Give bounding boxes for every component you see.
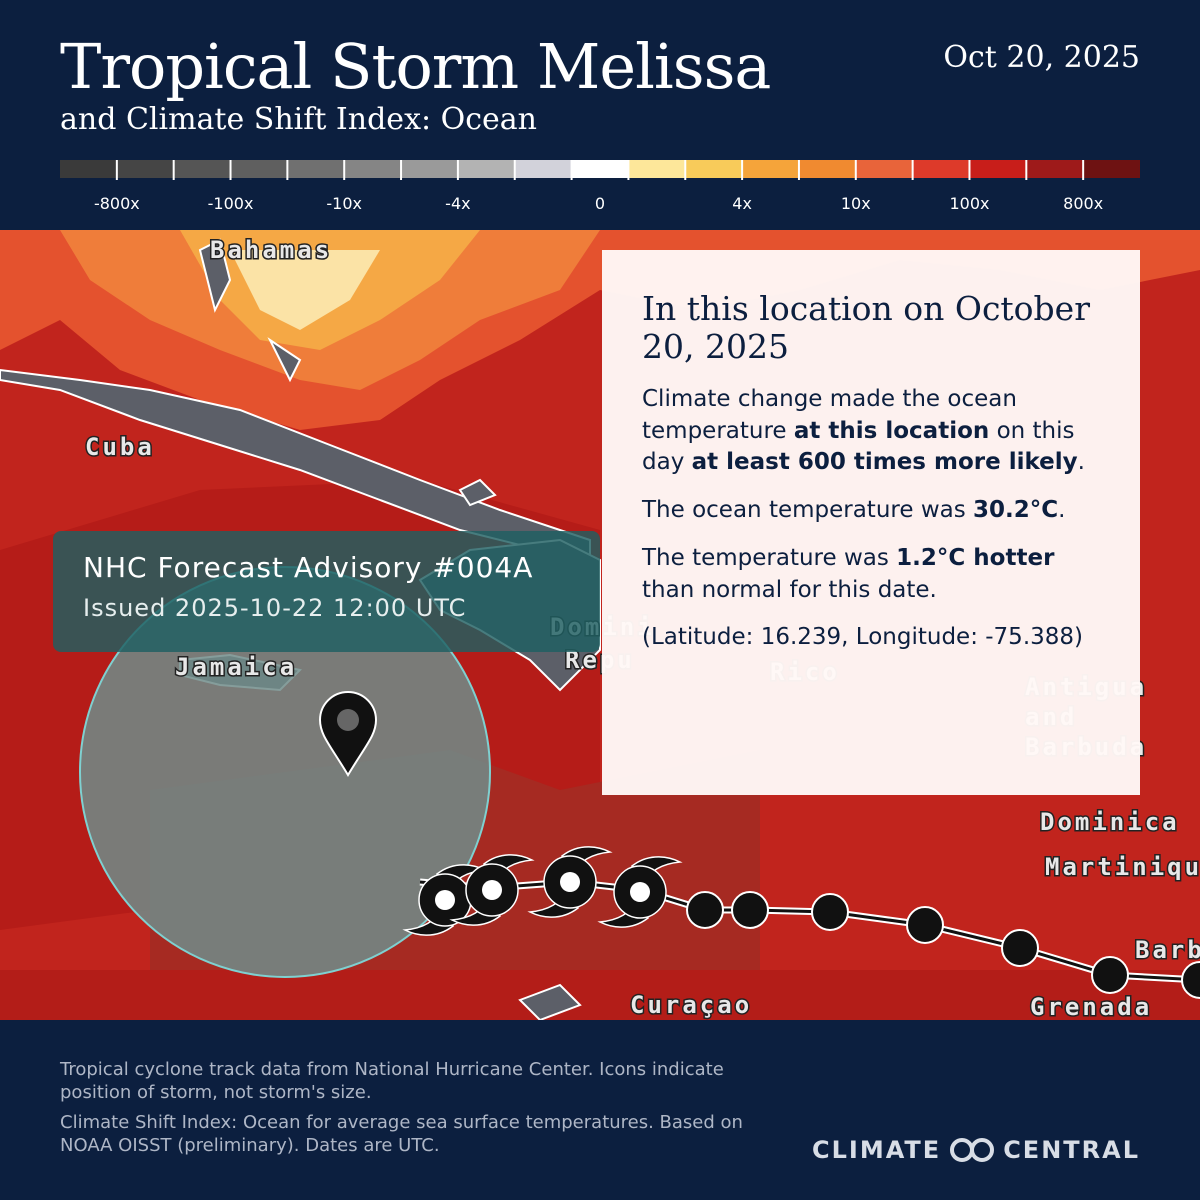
- subtitle: and Climate Shift Index: Ocean: [60, 102, 537, 137]
- legend-swatch: [969, 160, 1027, 178]
- date: Oct 20, 2025: [943, 40, 1140, 75]
- storm-eye: [630, 882, 650, 902]
- storm-eye: [435, 890, 455, 910]
- info-paragraph: The ocean temperature was 30.2°C.: [642, 495, 1100, 527]
- legend-label: -10x: [326, 194, 363, 213]
- info-text: at this location: [793, 417, 990, 444]
- legend-label: 0: [594, 194, 606, 213]
- legend-label: 100x: [949, 194, 990, 213]
- info-text: than normal for this date.: [642, 576, 937, 603]
- legend-label: 10x: [840, 194, 871, 213]
- place-label: Barb: [1135, 936, 1200, 964]
- info-paragraph: Climate change made the ocean temperatur…: [642, 384, 1100, 479]
- place-label: Grenada: [1030, 993, 1152, 1020]
- info-paragraph: (Latitude: 16.239, Longitude: -75.388): [642, 622, 1100, 654]
- legend-swatch: [798, 160, 857, 178]
- info-box: In this location on October 20, 2025 Cli…: [602, 250, 1140, 795]
- legend-label: -800x: [93, 194, 140, 213]
- legend-label: 800x: [1063, 194, 1104, 213]
- place-label: Martiniqu: [1045, 853, 1200, 881]
- info-paragraph: The temperature was 1.2°C hotter than no…: [642, 543, 1100, 606]
- info-text: on this day: [642, 417, 1075, 476]
- legend-label: -4x: [445, 194, 471, 213]
- footer-note: Tropical cyclone track data from Nationa…: [60, 1059, 724, 1104]
- legend-swatch: [173, 160, 232, 178]
- legend-swatch: [1026, 160, 1084, 178]
- legend-swatch: [60, 160, 118, 178]
- legend-swatch: [230, 160, 288, 178]
- info-text: Climate change made the ocean temperatur…: [642, 385, 1017, 444]
- footer-note: Climate Shift Index: Ocean for average s…: [60, 1111, 743, 1157]
- advisory-box: NHC Forecast Advisory #004A Issued 2025-…: [53, 531, 600, 652]
- info-text: The ocean temperature was: [642, 497, 974, 524]
- legend-swatch: [571, 160, 629, 178]
- title: Tropical Storm Melissa: [60, 30, 771, 103]
- legend-swatch: [912, 160, 970, 178]
- info-text: (Latitude: 16.239, Longitude: -75.388): [642, 624, 1083, 651]
- legend-swatch: [116, 160, 175, 178]
- legend-swatch: [514, 160, 573, 178]
- place-label: Curaçao: [630, 991, 752, 1019]
- info-heading: In this location on October 20, 2025: [642, 289, 1090, 366]
- legend-swatch: [855, 160, 914, 178]
- logo-icon: [950, 1138, 995, 1162]
- storm-icon: [527, 846, 613, 918]
- storm-icon: [449, 854, 535, 926]
- advisory-issued: Issued 2025-10-22 12:00 UTC: [83, 594, 467, 622]
- info-text: at least 600 times more likely: [691, 449, 1078, 476]
- legend-swatch: [1083, 160, 1140, 178]
- legend-swatch: [628, 160, 686, 178]
- place-label: Dominica: [1040, 808, 1180, 836]
- legend-swatch: [344, 160, 402, 178]
- place-label: Jamaica: [175, 653, 297, 681]
- logo-text: CLIMATE: [811, 1136, 942, 1164]
- color-legend: [60, 160, 1140, 180]
- legend-swatch: [401, 160, 459, 178]
- storm-icon: [402, 864, 488, 936]
- info-text: 1.2°C hotter: [896, 544, 1055, 571]
- legend-swatch: [287, 160, 345, 178]
- storm-eye: [482, 880, 502, 900]
- storm-eye: [560, 872, 580, 892]
- info-text: .: [1077, 449, 1085, 476]
- info-text: The temperature was: [642, 544, 897, 571]
- legend-swatch: [685, 160, 743, 178]
- legend-swatch: [457, 160, 516, 178]
- place-label: Bahamas: [210, 236, 332, 264]
- pin: [318, 691, 378, 777]
- info-text: .: [1058, 497, 1066, 524]
- advisory-title: NHC Forecast Advisory #004A: [83, 551, 534, 584]
- legend-swatch: [742, 160, 800, 178]
- info-text: 30.2°C: [973, 497, 1059, 524]
- logo-text: CENTRAL: [1003, 1136, 1140, 1164]
- footer-notes: Tropical cyclone track data from Nationa…: [60, 1058, 780, 1164]
- logo: CLIMATE CENTRAL: [812, 1136, 1140, 1164]
- legend-label: -100x: [207, 194, 254, 213]
- storm-icon: [597, 856, 683, 928]
- legend-label: 4x: [732, 194, 752, 213]
- place-label: Cuba: [85, 433, 155, 461]
